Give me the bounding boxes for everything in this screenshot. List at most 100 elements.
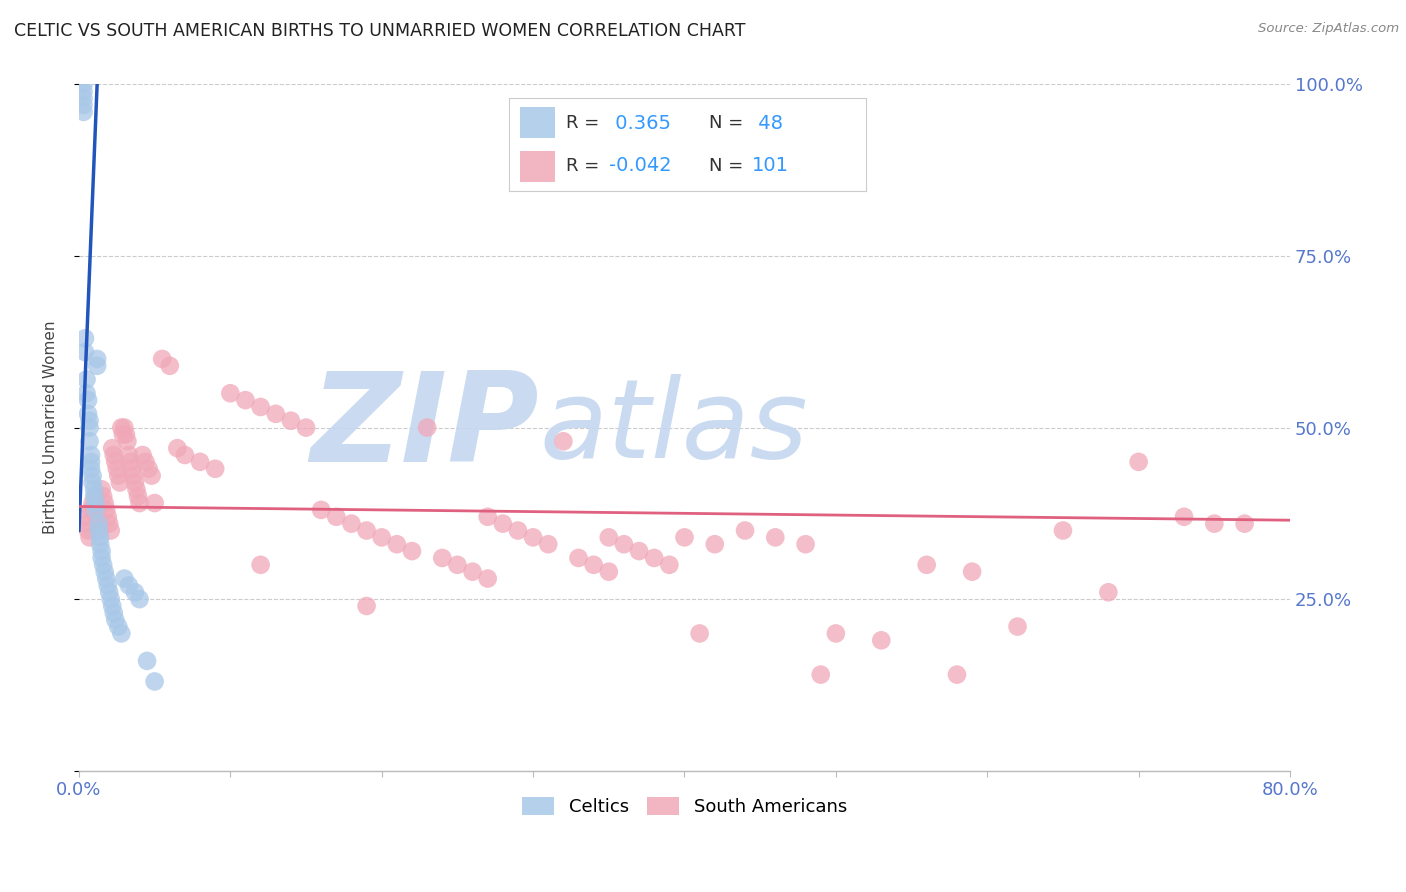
Point — [124, 585, 146, 599]
Point — [105, 461, 128, 475]
Text: Source: ZipAtlas.com: Source: ZipAtlas.com — [1258, 22, 1399, 36]
Point — [93, 496, 115, 510]
Point — [1097, 585, 1119, 599]
Point — [128, 592, 150, 607]
Point — [73, 345, 96, 359]
Point — [135, 455, 157, 469]
Point — [76, 372, 98, 386]
Point — [83, 483, 105, 497]
Point — [89, 537, 111, 551]
Point — [120, 455, 142, 469]
Point — [87, 524, 110, 538]
Point — [98, 516, 121, 531]
Point — [870, 633, 893, 648]
Point — [143, 674, 166, 689]
Point — [118, 578, 141, 592]
Point — [110, 626, 132, 640]
Legend: Celtics, South Americans: Celtics, South Americans — [515, 789, 855, 823]
Point — [90, 544, 112, 558]
Point — [83, 503, 105, 517]
Point — [131, 448, 153, 462]
Point — [87, 516, 110, 531]
Point — [79, 434, 101, 449]
Point — [84, 489, 107, 503]
Point — [96, 503, 118, 517]
Point — [598, 565, 620, 579]
Point — [96, 572, 118, 586]
Point — [107, 619, 129, 633]
Point — [108, 475, 131, 490]
Point — [249, 558, 271, 572]
Point — [72, 98, 94, 112]
Point — [93, 565, 115, 579]
Point — [84, 496, 107, 510]
Point — [76, 386, 98, 401]
Point — [90, 551, 112, 566]
Point — [174, 448, 197, 462]
Point — [86, 359, 108, 373]
Point — [446, 558, 468, 572]
Point — [432, 551, 454, 566]
Point — [461, 565, 484, 579]
Point — [82, 475, 104, 490]
Point — [249, 400, 271, 414]
Point — [915, 558, 938, 572]
Point — [567, 551, 589, 566]
Point — [112, 572, 135, 586]
Point — [97, 578, 120, 592]
Point — [734, 524, 756, 538]
Point — [72, 91, 94, 105]
Point — [86, 351, 108, 366]
Point — [80, 503, 103, 517]
Point — [235, 393, 257, 408]
Point — [111, 427, 134, 442]
Point — [309, 503, 332, 517]
Point — [83, 489, 105, 503]
Point — [82, 496, 104, 510]
Point — [121, 461, 143, 475]
Point — [477, 509, 499, 524]
Point — [89, 524, 111, 538]
Point — [72, 84, 94, 98]
Point — [141, 468, 163, 483]
Point — [77, 393, 100, 408]
Point — [91, 489, 114, 503]
Point — [118, 448, 141, 462]
Point — [960, 565, 983, 579]
Point — [356, 599, 378, 613]
Point — [643, 551, 665, 566]
Point — [87, 516, 110, 531]
Text: ZIP: ZIP — [311, 368, 538, 488]
Point — [794, 537, 817, 551]
Point — [136, 654, 159, 668]
Point — [1204, 516, 1226, 531]
Point — [522, 530, 544, 544]
Point — [658, 558, 681, 572]
Point — [385, 537, 408, 551]
Point — [703, 537, 725, 551]
Point — [477, 572, 499, 586]
Point — [537, 537, 560, 551]
Point — [138, 461, 160, 475]
Point — [219, 386, 242, 401]
Point — [401, 544, 423, 558]
Y-axis label: Births to Unmarried Women: Births to Unmarried Women — [44, 321, 58, 534]
Point — [1128, 455, 1150, 469]
Point — [82, 468, 104, 483]
Point — [112, 420, 135, 434]
Point — [110, 420, 132, 434]
Point — [72, 104, 94, 119]
Point — [613, 537, 636, 551]
Point — [1233, 516, 1256, 531]
Point — [104, 613, 127, 627]
Point — [763, 530, 786, 544]
Point — [150, 351, 173, 366]
Point — [86, 509, 108, 524]
Point — [72, 78, 94, 92]
Point — [125, 483, 148, 497]
Point — [77, 407, 100, 421]
Point — [84, 503, 107, 517]
Point — [98, 585, 121, 599]
Point — [204, 461, 226, 475]
Point — [946, 667, 969, 681]
